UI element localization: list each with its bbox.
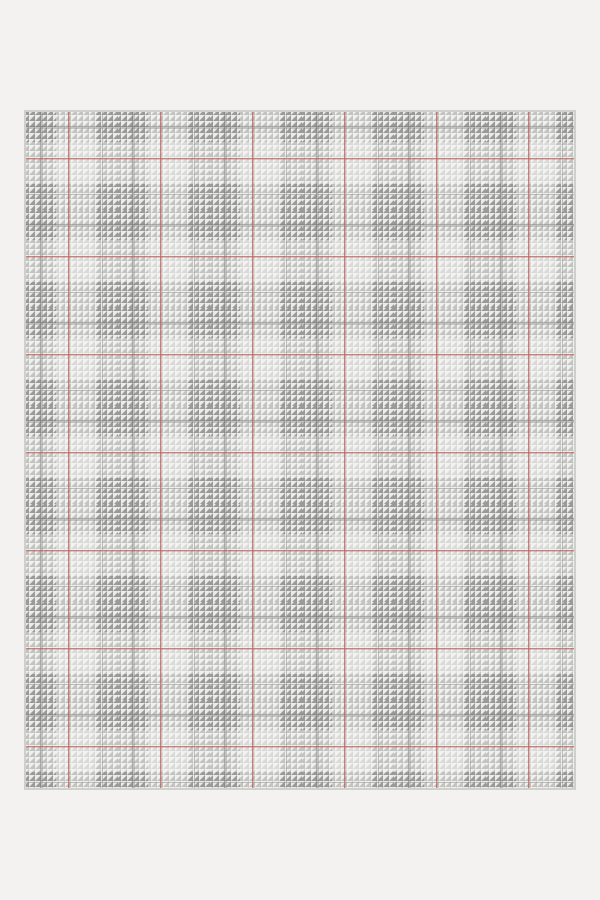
- rug: [26, 112, 574, 788]
- rug-sheen: [26, 112, 574, 788]
